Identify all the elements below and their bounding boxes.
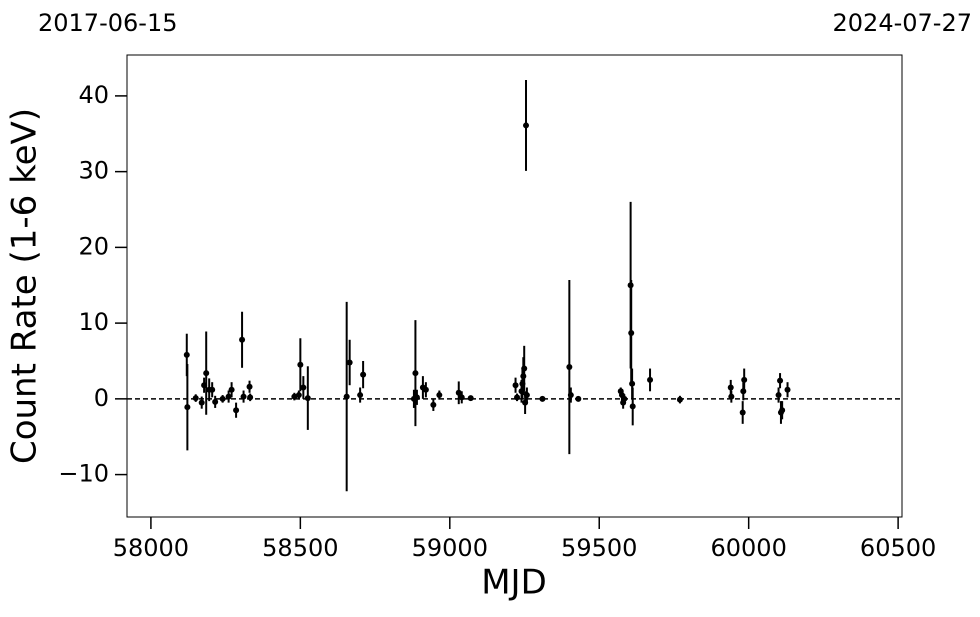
y-tick-label: 20 (78, 232, 109, 260)
data-point (192, 395, 199, 402)
data-point (343, 393, 350, 400)
data-point (198, 399, 205, 406)
data-point (346, 359, 353, 366)
data-point (629, 403, 636, 410)
data-point (775, 392, 782, 399)
data-point (228, 386, 235, 393)
data-point (203, 370, 210, 377)
data-point (647, 376, 654, 383)
data-point (246, 383, 253, 390)
data-point (239, 336, 246, 343)
data-point (514, 394, 521, 401)
annotation: 2017-06-15 (38, 9, 177, 37)
y-tick-label: 30 (78, 157, 109, 185)
plot-frame (126, 54, 903, 518)
data-point (455, 389, 462, 396)
data-point (727, 384, 734, 391)
data-point (184, 404, 191, 411)
data-point (225, 393, 232, 400)
data-point (183, 351, 190, 358)
x-axis-label: MJD (481, 563, 547, 603)
data-point (219, 395, 226, 402)
data-point (297, 361, 304, 368)
data-point (413, 394, 420, 401)
data-point (523, 122, 530, 129)
data-point (739, 409, 746, 416)
data-point (628, 329, 635, 336)
x-tick-label: 60500 (860, 534, 936, 562)
data-point (295, 392, 302, 399)
data-point (621, 395, 628, 402)
data-point (741, 376, 748, 383)
data-point (629, 380, 636, 387)
data-point (779, 407, 786, 414)
data-point (777, 377, 784, 384)
data-point (212, 398, 219, 405)
x-tick-label: 58000 (113, 534, 189, 562)
data-point (784, 386, 791, 393)
data-point (304, 395, 311, 402)
data-point (240, 393, 247, 400)
annotation: 2024-07-27 (833, 9, 972, 37)
data-point (728, 393, 735, 400)
data-point (430, 401, 437, 408)
data-point (209, 386, 216, 393)
data-point (233, 407, 240, 414)
y-axis-label: Count Rate (1-6 keV) (5, 108, 45, 464)
data-point (567, 392, 574, 399)
y-tick-label: −10 (58, 460, 109, 488)
data-point (539, 395, 546, 402)
data-point (467, 395, 474, 402)
data-point (575, 395, 582, 402)
x-tick-label: 58500 (262, 534, 338, 562)
x-tick-label: 60000 (710, 534, 786, 562)
data-point (436, 392, 443, 399)
y-tick-label: 40 (78, 81, 109, 109)
data-point (247, 394, 254, 401)
data-point (512, 382, 519, 389)
data-point (676, 396, 683, 403)
x-tick-label: 59000 (412, 534, 488, 562)
data-point (300, 384, 307, 391)
data-point (357, 392, 364, 399)
data-point (360, 371, 367, 378)
x-tick-label: 59500 (561, 534, 637, 562)
data-point (458, 394, 465, 401)
y-tick-label: 0 (94, 384, 109, 412)
data-point (523, 392, 530, 399)
y-tick-label: 10 (78, 308, 109, 336)
data-point (422, 386, 429, 393)
data-point (566, 364, 573, 371)
data-point (412, 370, 419, 377)
data-point (521, 365, 528, 372)
